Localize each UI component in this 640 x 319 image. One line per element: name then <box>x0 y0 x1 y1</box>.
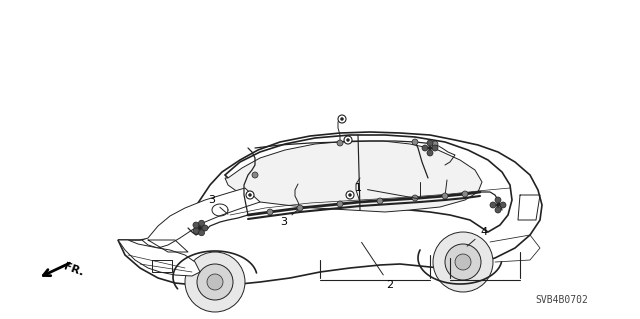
Text: 2: 2 <box>362 242 394 290</box>
Circle shape <box>428 146 432 150</box>
Circle shape <box>462 191 468 197</box>
Circle shape <box>197 264 233 300</box>
Circle shape <box>496 203 500 207</box>
Circle shape <box>495 207 501 213</box>
Text: SVB4B0702: SVB4B0702 <box>535 295 588 305</box>
Circle shape <box>455 254 471 270</box>
Circle shape <box>338 115 346 123</box>
Polygon shape <box>118 240 200 276</box>
Circle shape <box>412 195 418 201</box>
Circle shape <box>340 117 344 121</box>
Circle shape <box>198 226 202 230</box>
Polygon shape <box>225 135 512 232</box>
Circle shape <box>193 222 199 228</box>
Circle shape <box>346 138 349 142</box>
Circle shape <box>198 220 205 226</box>
Circle shape <box>432 141 438 147</box>
Circle shape <box>198 230 205 236</box>
Circle shape <box>427 140 433 146</box>
Polygon shape <box>225 141 482 212</box>
Text: 1: 1 <box>355 183 417 198</box>
Text: 3: 3 <box>280 210 298 227</box>
Circle shape <box>346 191 354 199</box>
Circle shape <box>495 197 501 203</box>
Circle shape <box>349 194 351 197</box>
Circle shape <box>185 252 245 312</box>
Circle shape <box>248 194 252 197</box>
Circle shape <box>337 201 343 207</box>
Circle shape <box>202 225 208 231</box>
Text: 4: 4 <box>467 227 487 246</box>
Circle shape <box>193 228 199 234</box>
Polygon shape <box>142 188 260 248</box>
Text: 3: 3 <box>208 195 228 214</box>
Circle shape <box>297 205 303 211</box>
Circle shape <box>412 139 418 145</box>
Circle shape <box>442 193 448 199</box>
Circle shape <box>267 209 273 215</box>
Circle shape <box>246 191 254 199</box>
Circle shape <box>445 244 481 280</box>
Circle shape <box>422 145 428 151</box>
Circle shape <box>433 232 493 292</box>
Circle shape <box>252 172 258 178</box>
Circle shape <box>427 150 433 156</box>
Circle shape <box>207 274 223 290</box>
Circle shape <box>500 202 506 208</box>
Circle shape <box>377 198 383 204</box>
Circle shape <box>432 145 438 151</box>
Text: FR.: FR. <box>62 262 84 278</box>
Polygon shape <box>118 132 542 287</box>
Circle shape <box>490 202 496 208</box>
Circle shape <box>344 136 352 144</box>
Circle shape <box>337 140 343 146</box>
